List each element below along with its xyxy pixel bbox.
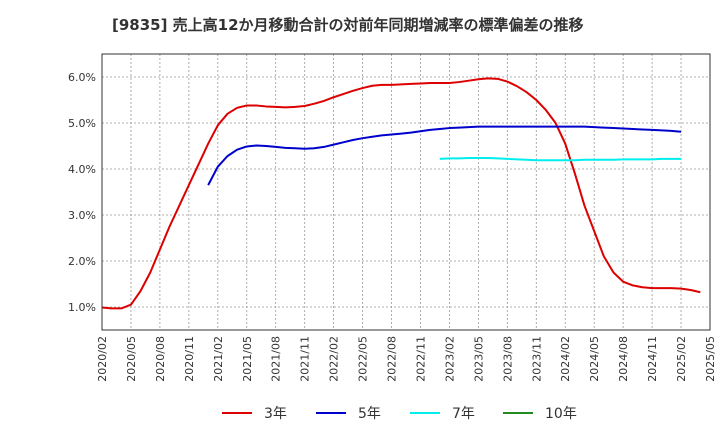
series-line-5年 <box>207 125 682 186</box>
y-tick-label: 4.0% <box>68 163 96 176</box>
x-tick-label: 2022/02 <box>328 336 341 382</box>
legend-label: 3年 <box>264 406 287 422</box>
x-tick-label: 2020/08 <box>154 336 167 382</box>
series-line-7年 <box>439 156 682 162</box>
x-tick-label: 2024/02 <box>559 336 572 382</box>
x-tick-label: 2023/05 <box>472 336 485 382</box>
y-tick-label: 6.0% <box>68 71 96 84</box>
plot-area <box>102 54 710 330</box>
x-tick-label: 2023/08 <box>501 336 514 382</box>
x-tick-label: 2025/02 <box>675 336 688 382</box>
series-line-3年 <box>101 77 701 310</box>
y-tick-label: 5.0% <box>68 117 96 130</box>
x-tick-label: 2021/08 <box>270 336 283 382</box>
x-axis-ticks: 2020/02 2020/05 2020/08 2020/11 2021/02 2021/… <box>96 336 717 382</box>
x-tick-label: 2025/05 <box>704 336 717 382</box>
x-tick-label: 2021/05 <box>241 336 254 382</box>
y-tick-label: 1.0% <box>68 301 96 314</box>
series-lines <box>101 77 701 310</box>
legend-label: 10年 <box>545 406 577 422</box>
legend: 3年 5年 7年 10年 <box>222 406 577 422</box>
y-tick-label: 3.0% <box>68 209 96 222</box>
x-tick-label: 2020/11 <box>183 336 196 382</box>
x-tick-label: 2023/02 <box>443 336 456 382</box>
x-tick-label: 2024/08 <box>617 336 630 382</box>
x-tick-label: 2021/11 <box>299 336 312 382</box>
plot-frame <box>101 53 711 331</box>
x-tick-label: 2021/02 <box>212 336 225 382</box>
legend-label: 7年 <box>452 406 475 422</box>
x-tick-label: 2024/11 <box>646 336 659 382</box>
x-tick-label: 2023/11 <box>530 336 543 382</box>
x-tick-label: 2020/02 <box>96 336 109 382</box>
y-tick-label: 2.0% <box>68 255 96 268</box>
y-axis-ticks: 1.0% 2.0% 3.0% 4.0% 5.0% 6.0% <box>68 71 96 314</box>
x-tick-label: 2022/08 <box>386 336 399 382</box>
chart-title: [9835] 売上高12か月移動合計の対前年同期増減率の標準偏差の推移 <box>112 16 584 34</box>
x-tick-label: 2020/05 <box>125 336 138 382</box>
x-tick-label: 2022/11 <box>414 336 427 382</box>
legend-label: 5年 <box>358 406 381 422</box>
x-tick-label: 2022/05 <box>357 336 370 382</box>
x-tick-label: 2024/05 <box>588 336 601 382</box>
grid-lines <box>101 54 711 330</box>
